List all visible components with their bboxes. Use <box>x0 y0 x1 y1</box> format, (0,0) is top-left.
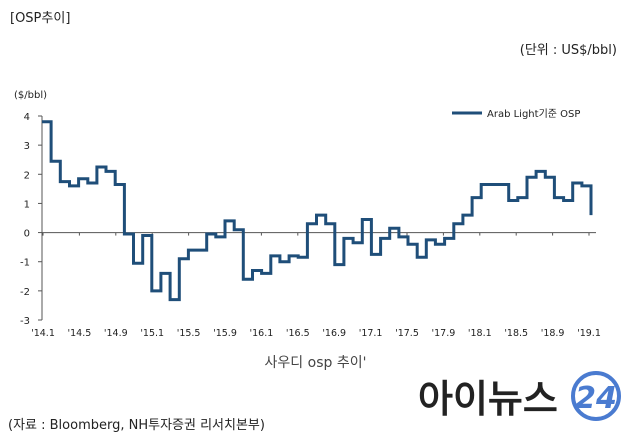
legend-label: Arab Light기준 OSP <box>487 108 580 120</box>
x-tick-label: '17.1 <box>359 328 383 339</box>
logo-text: 아이뉴스 <box>418 377 558 421</box>
x-tick-label: '15.5 <box>177 328 201 339</box>
x-tick-label: '14.1 <box>31 328 55 339</box>
chart-caption: 사우디 osp 추이' <box>264 355 367 371</box>
inews24-logo-icon: 아이뉴스 24 <box>418 371 621 421</box>
y-tick-label: 0 <box>24 229 30 240</box>
x-tick-label: '16.9 <box>322 328 346 339</box>
series-line-arab-light <box>42 120 593 302</box>
y-tick-label: -1 <box>20 258 30 269</box>
y-tick-label: 1 <box>24 199 30 210</box>
x-tick-label: '18.1 <box>468 328 492 339</box>
x-tick-label: '16.5 <box>286 328 310 339</box>
x-tick-label: '15.1 <box>140 328 164 339</box>
x-tick-label: '16.1 <box>250 328 274 339</box>
y-axis-unit-label: ($/bbl) <box>14 90 48 101</box>
x-tick-label: '15.9 <box>213 328 237 339</box>
x-tick-label: '14.5 <box>68 328 92 339</box>
y-tick-label: -2 <box>20 287 30 298</box>
source-note: (자료 : Bloomberg, NH투자증권 리서치본부) <box>8 418 265 433</box>
x-tick-label: '17.5 <box>395 328 419 339</box>
y-tick-label: 4 <box>24 112 30 123</box>
x-tick-label: '14.9 <box>104 328 128 339</box>
y-tick-label: 3 <box>24 141 30 152</box>
x-tick-label: '18.9 <box>541 328 565 339</box>
x-tick-label: '18.5 <box>504 328 528 339</box>
y-tick-label: 2 <box>24 170 30 181</box>
logo-number: 24 <box>575 381 617 416</box>
x-tick-label: '19.1 <box>577 328 601 339</box>
page-title: [OSP추이] <box>10 11 71 26</box>
logo-ring <box>571 371 621 421</box>
unit-note: (단위 : US$/bbl) <box>519 43 617 58</box>
x-tick-label: '17.9 <box>432 328 456 339</box>
y-tick-label: -3 <box>20 316 30 327</box>
